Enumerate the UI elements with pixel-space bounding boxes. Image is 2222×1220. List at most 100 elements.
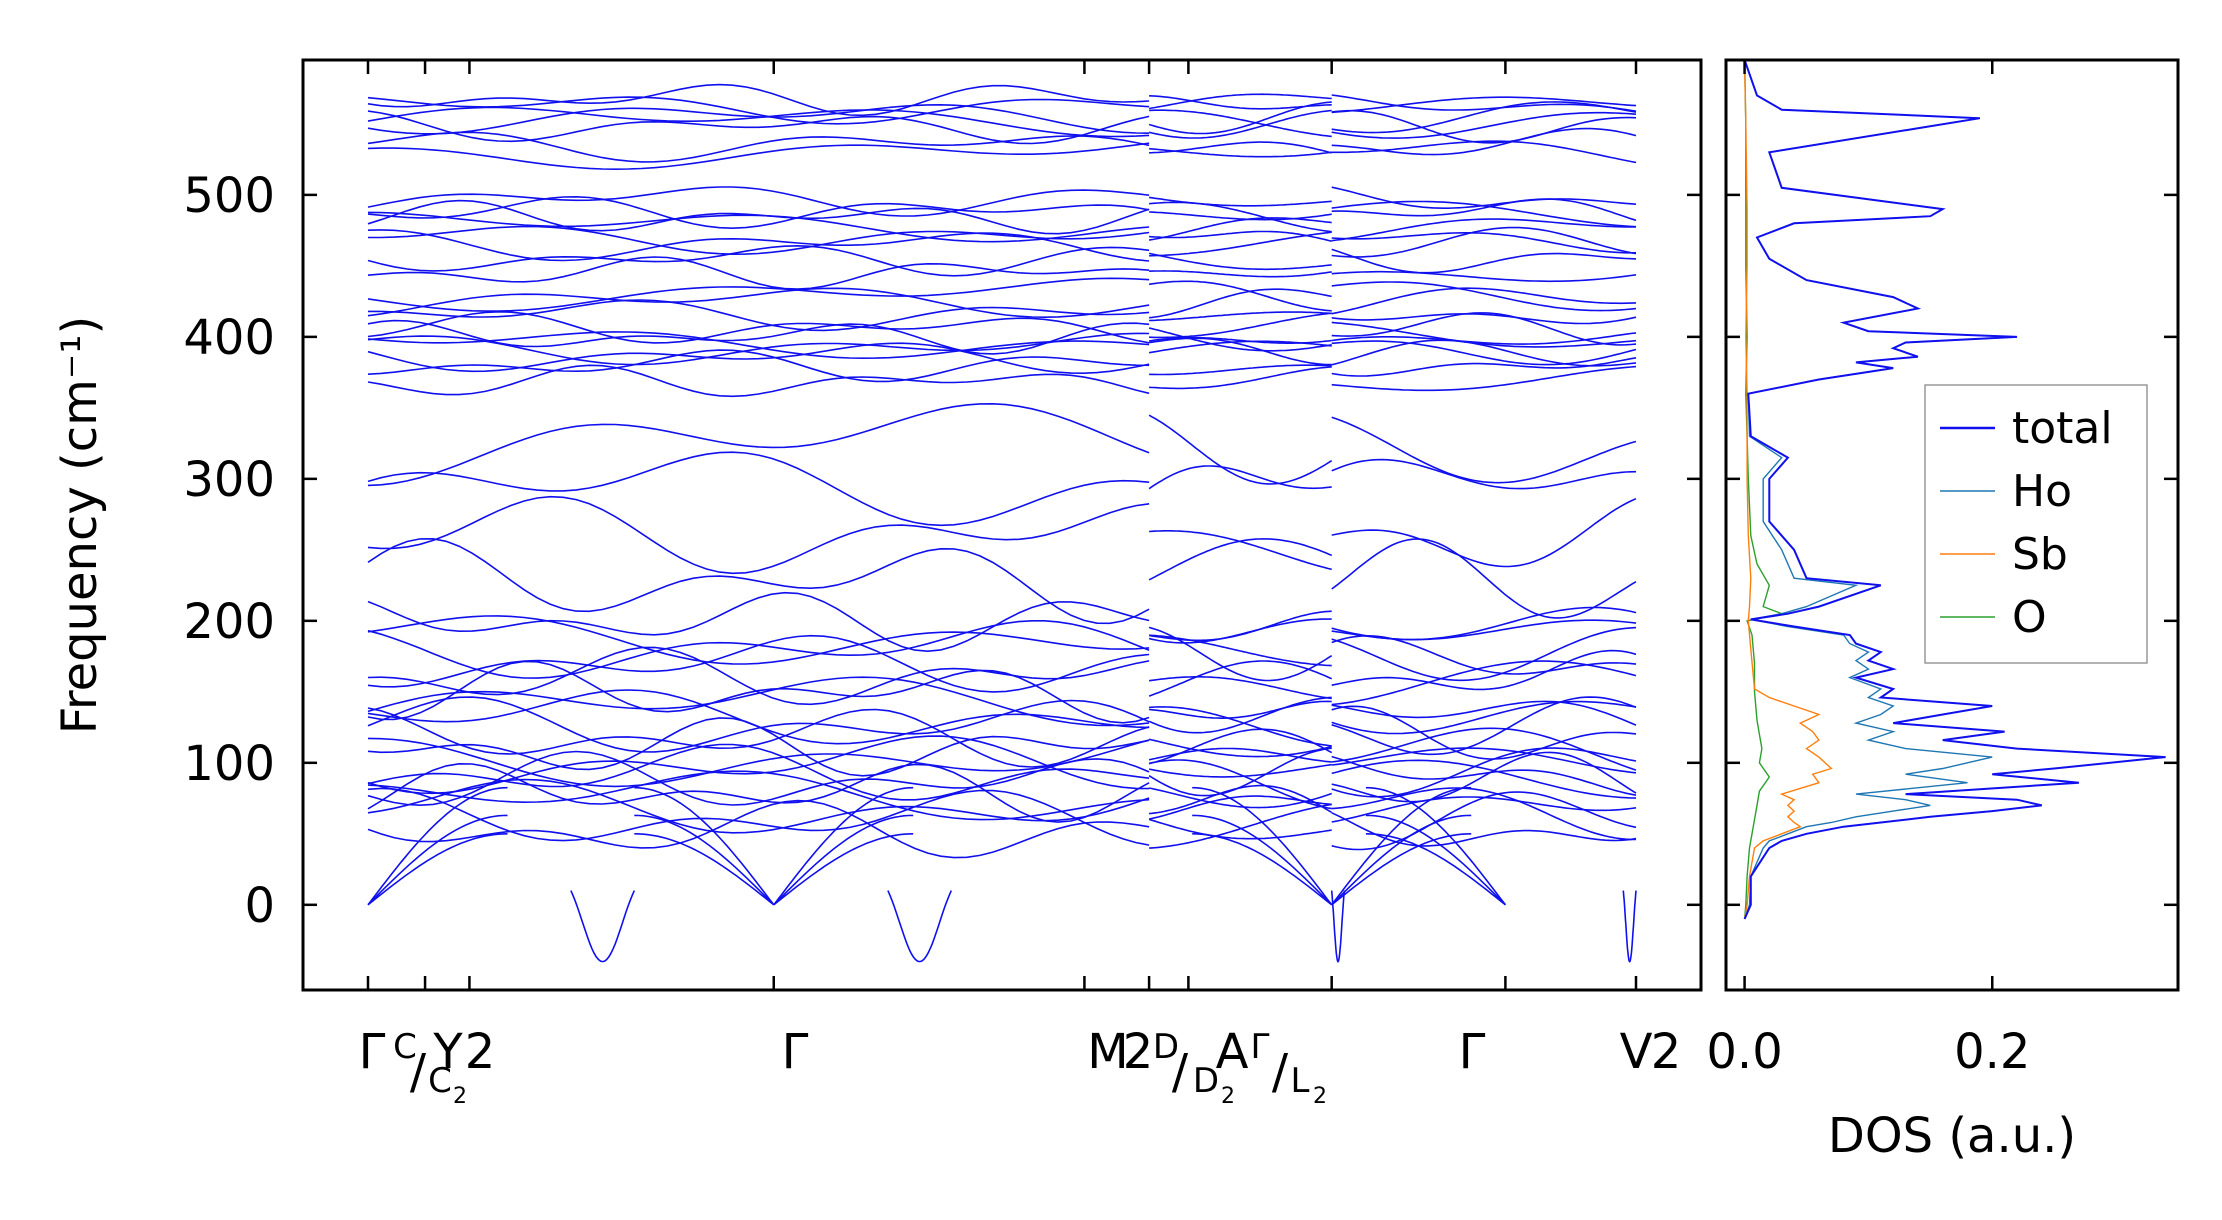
band-line	[1148, 610, 1332, 642]
band-line	[367, 495, 1150, 575]
band-line	[1331, 218, 1636, 242]
band-line	[367, 110, 1150, 145]
band-line	[367, 229, 1150, 262]
dos-series-sb	[1743, 59, 1833, 920]
band-line	[1148, 763, 1332, 778]
band-line	[367, 142, 1150, 171]
band-line	[1148, 465, 1332, 490]
band-line	[1149, 700, 1332, 720]
band-line	[367, 737, 1150, 788]
y-tick-label: 400	[183, 310, 275, 366]
band-line	[1331, 340, 1637, 366]
dos-panel: 0.0 0.2 DOS (a.u.) total Ho Sb O	[1706, 58, 2180, 1164]
band-line	[1331, 96, 1637, 114]
band-line	[367, 364, 1150, 398]
band-line	[1331, 200, 1637, 228]
soft-mode	[570, 890, 636, 963]
dos-plot-frame	[1724, 58, 2180, 992]
band-line	[1149, 147, 1332, 158]
band-line	[367, 103, 1150, 135]
band-line	[367, 676, 1150, 727]
band-line	[367, 615, 1150, 665]
band-line	[1331, 751, 1637, 803]
band-line	[1331, 313, 1637, 325]
band-line	[1331, 538, 1637, 619]
band-line	[367, 591, 1150, 653]
acoustic-branch	[1192, 833, 1333, 906]
band-line	[1331, 248, 1637, 274]
band-line	[1331, 812, 1637, 847]
x-tick-label: 2	[1651, 1024, 1682, 1080]
acoustic-branch	[1331, 833, 1472, 906]
band-line	[1148, 196, 1332, 207]
band-line	[367, 96, 1150, 125]
x-tick-label: C	[393, 1027, 417, 1067]
y-tick-label: 500	[183, 168, 275, 224]
band-line	[1149, 784, 1333, 815]
band-line	[1331, 140, 1637, 164]
band-line	[1148, 660, 1333, 697]
band-line	[367, 349, 1150, 383]
legend-label: total	[2012, 403, 2113, 454]
band-line	[1149, 270, 1332, 278]
acoustic-branch	[1331, 814, 1472, 906]
band-line	[1331, 365, 1637, 392]
x-tick-label: D	[1153, 1027, 1179, 1067]
acoustic-branch	[773, 786, 914, 906]
band-line	[1149, 803, 1332, 849]
band-line	[367, 717, 1150, 777]
band-line	[367, 735, 1150, 795]
band-line	[1149, 231, 1332, 257]
band-line	[1148, 696, 1332, 734]
band-line	[367, 660, 1150, 724]
band-line	[368, 299, 1150, 332]
band-line	[1331, 321, 1637, 348]
band-line	[367, 778, 1150, 834]
x-tick-label: 2	[453, 1084, 467, 1109]
band-line	[1148, 93, 1332, 110]
band-line	[1331, 332, 1637, 345]
band-line	[367, 762, 1150, 823]
band-line	[1331, 700, 1637, 735]
dos-x-tick-label: 0.2	[1954, 1024, 2030, 1080]
band-line	[367, 211, 1150, 243]
acoustic-branch	[1365, 833, 1506, 906]
band-x-ticks: Γ C/C 2Y 2 Γ M2 D/D 2A Γ / L 2Γ V2	[359, 60, 1682, 1109]
band-line	[1148, 787, 1332, 809]
y-tick-label: 200	[183, 594, 275, 650]
band-line	[1149, 230, 1332, 242]
band-line	[1331, 111, 1637, 139]
band-line	[367, 402, 1150, 487]
band-line	[1331, 626, 1637, 682]
x-tick-label: C	[428, 1061, 452, 1101]
x-tick-label: D	[1193, 1061, 1219, 1101]
x-tick-label: 2	[1123, 1024, 1154, 1080]
acoustic-branch	[634, 814, 775, 906]
band-line	[1148, 327, 1332, 352]
band-line	[367, 310, 1150, 344]
band-line	[367, 799, 1150, 859]
band-line	[1149, 141, 1332, 154]
x-tick-label: Γ	[1459, 1024, 1486, 1080]
x-tick-label: 2	[1313, 1084, 1327, 1109]
band-line	[1148, 414, 1333, 485]
acoustic-branch	[773, 833, 914, 906]
band-line	[1331, 700, 1637, 726]
band-line	[367, 244, 1150, 277]
x-tick-label: /	[410, 1044, 427, 1100]
x-tick-label: 2	[1221, 1084, 1235, 1109]
band-line	[1149, 311, 1332, 322]
band-line	[1149, 201, 1332, 233]
band-line	[1331, 696, 1637, 756]
band-line	[367, 331, 1150, 360]
dos-series-total	[1743, 59, 2166, 920]
legend-label: Ho	[2012, 466, 2072, 517]
band-line	[1331, 270, 1637, 283]
acoustic-branch	[367, 786, 508, 906]
acoustic-branch	[1192, 786, 1333, 906]
x-tick-label: 2	[465, 1024, 496, 1080]
acoustic-branch	[367, 814, 508, 906]
band-line	[1331, 357, 1637, 377]
